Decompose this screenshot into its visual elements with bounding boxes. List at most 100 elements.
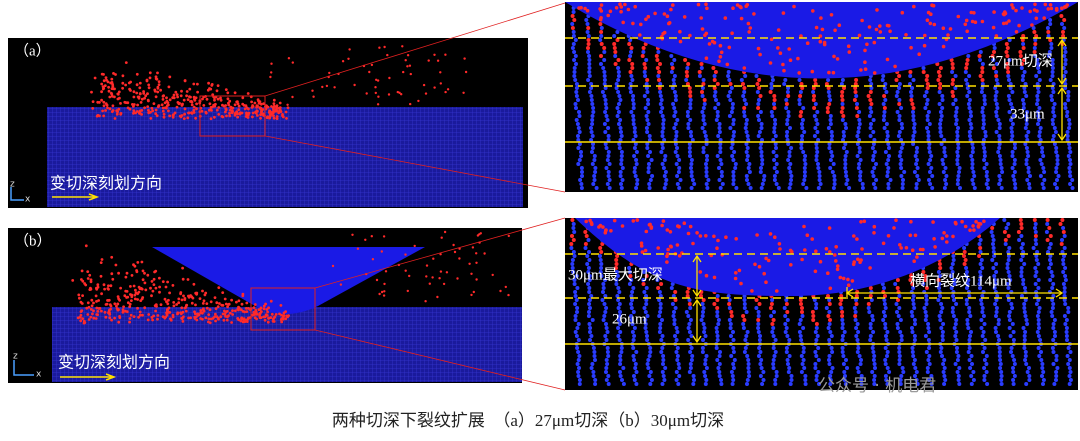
particle <box>894 94 899 98</box>
particle <box>868 98 873 102</box>
particle <box>965 58 970 62</box>
particle <box>954 350 959 354</box>
particle <box>760 162 765 166</box>
particle <box>704 354 709 358</box>
particle <box>727 298 732 302</box>
crack-label: 33μm <box>1010 106 1045 122</box>
particle <box>431 276 434 279</box>
particle <box>631 354 636 358</box>
particle <box>573 302 578 306</box>
particle <box>417 99 420 103</box>
particle <box>256 104 259 108</box>
particle <box>701 82 706 86</box>
particle <box>158 285 162 289</box>
particle <box>262 307 266 311</box>
particle <box>728 322 733 326</box>
particle <box>704 182 709 186</box>
particle <box>614 6 619 10</box>
particle <box>670 86 675 90</box>
particle <box>222 318 226 322</box>
particle <box>853 318 858 322</box>
particle <box>803 374 808 378</box>
particle <box>1051 134 1056 138</box>
particle <box>619 130 623 134</box>
particle <box>1008 86 1013 90</box>
particle <box>673 138 678 142</box>
particle <box>221 304 225 307</box>
particles <box>90 45 468 121</box>
particle <box>1008 82 1013 86</box>
particle <box>731 178 736 182</box>
particle <box>255 312 259 316</box>
particle <box>185 94 189 98</box>
particle <box>701 310 705 314</box>
particle <box>583 230 588 234</box>
particle <box>954 122 959 126</box>
particle <box>1054 8 1059 12</box>
particle <box>282 314 286 317</box>
particle <box>1033 234 1038 238</box>
particle <box>605 350 610 354</box>
particle <box>972 228 976 232</box>
particle <box>982 378 987 382</box>
particle <box>1012 358 1017 362</box>
particle <box>686 338 691 342</box>
particle <box>955 162 960 166</box>
particle <box>716 318 721 322</box>
particle <box>573 78 578 82</box>
particle <box>754 306 759 310</box>
particle <box>375 278 379 282</box>
particle <box>631 338 636 342</box>
particle <box>996 118 1001 122</box>
particle <box>647 162 651 166</box>
particle <box>285 314 289 318</box>
particle <box>665 260 669 264</box>
particle <box>1010 134 1015 138</box>
particle <box>1038 338 1043 342</box>
particle <box>964 62 969 66</box>
particle <box>717 374 722 378</box>
particle <box>885 57 890 62</box>
particle <box>119 102 122 105</box>
particle <box>1064 334 1069 338</box>
particle <box>979 318 984 322</box>
particle <box>745 378 750 382</box>
particle <box>953 74 958 78</box>
particle <box>728 98 733 102</box>
particle <box>592 354 597 358</box>
particle <box>788 382 793 386</box>
particle <box>311 89 314 92</box>
particle <box>639 22 643 27</box>
particle <box>606 134 611 138</box>
particle <box>231 313 235 316</box>
particle <box>739 5 743 10</box>
particle <box>657 86 662 90</box>
particle <box>584 18 589 22</box>
particle <box>719 162 724 166</box>
particle <box>1006 298 1011 302</box>
particle <box>998 362 1003 366</box>
particle <box>855 114 860 118</box>
particle <box>602 82 607 86</box>
particle <box>102 79 106 83</box>
particle <box>630 298 634 302</box>
particle <box>152 277 156 281</box>
particle <box>912 334 917 338</box>
particle <box>1032 50 1037 54</box>
particle <box>1063 102 1068 106</box>
particle <box>799 370 804 374</box>
particle <box>1012 178 1017 182</box>
particle <box>631 102 636 106</box>
particle <box>190 100 194 104</box>
particle <box>96 310 100 313</box>
particle <box>774 162 779 166</box>
particle <box>954 221 958 226</box>
particle <box>801 350 806 354</box>
particle <box>586 50 590 54</box>
particle <box>970 19 975 24</box>
particle <box>585 22 590 26</box>
particle <box>1034 254 1039 258</box>
particle <box>937 262 942 266</box>
particle <box>672 90 677 94</box>
particle <box>1006 94 1011 98</box>
